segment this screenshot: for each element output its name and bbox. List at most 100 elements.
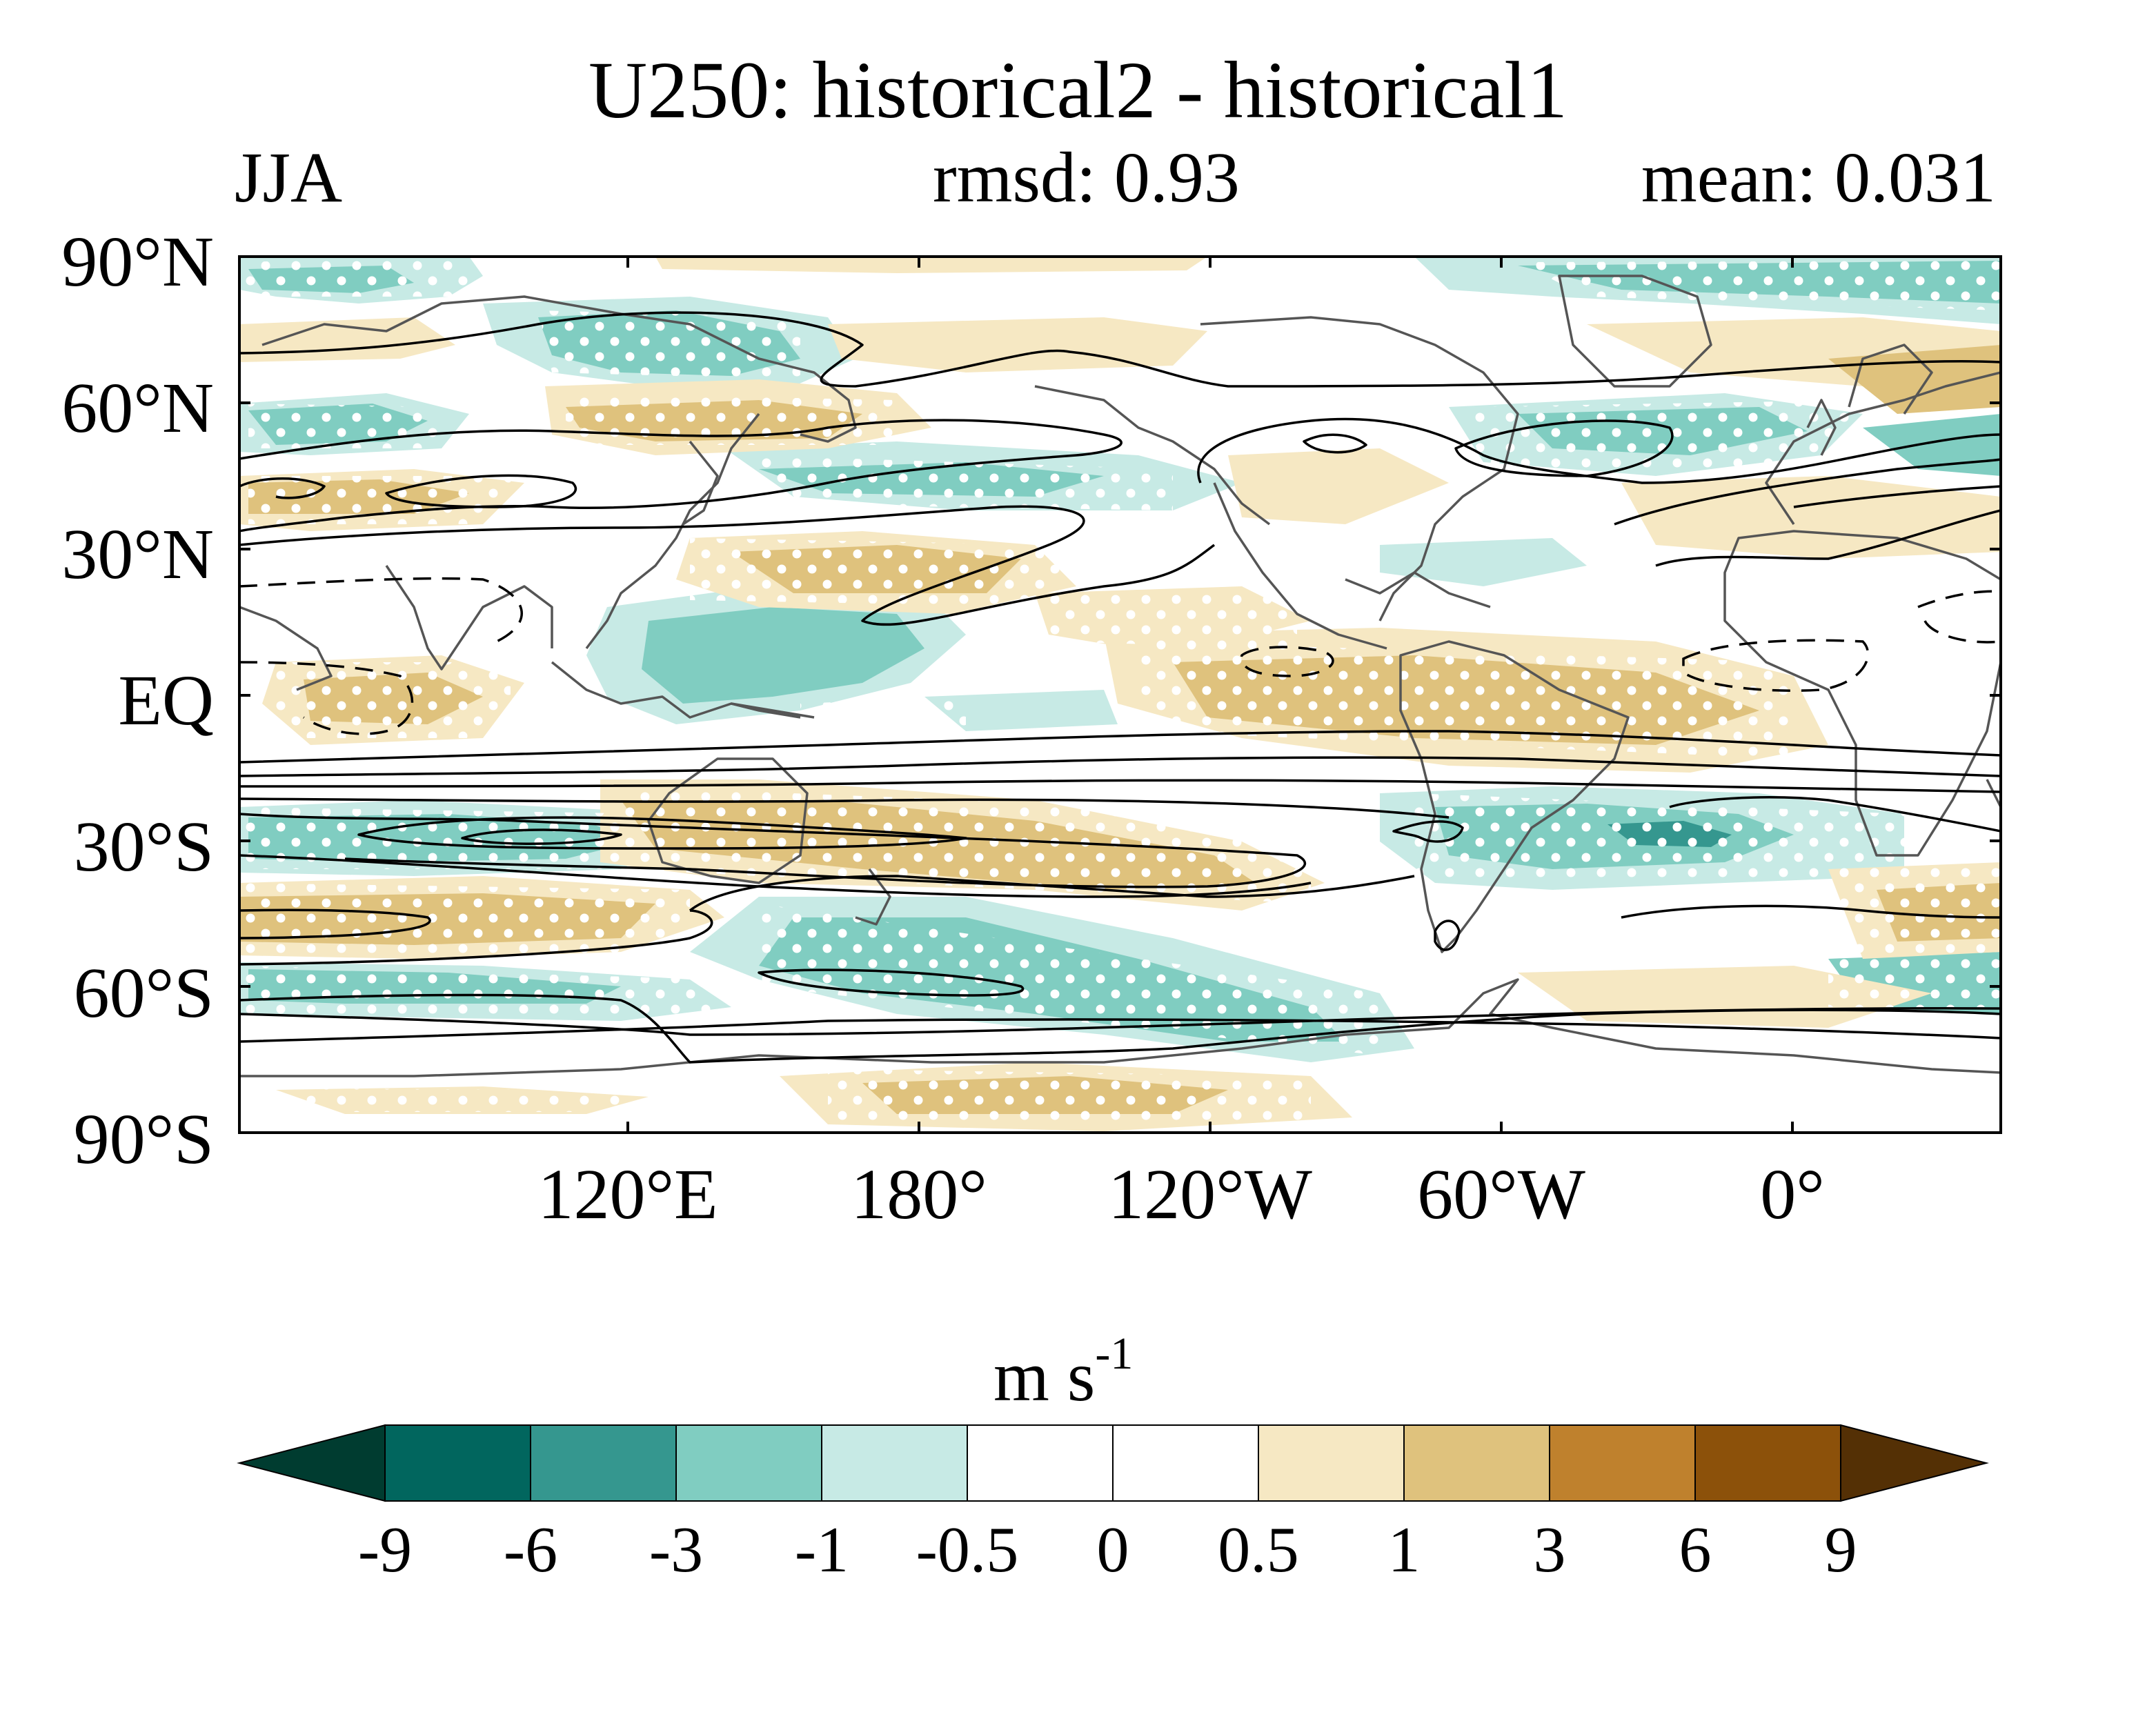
colorbar-label-5: 0 — [1096, 1514, 1129, 1586]
colorbar-swatch-3 — [821, 1424, 968, 1502]
colorbar-under-triangle — [237, 1424, 386, 1502]
y-tick-60s: 60°S — [73, 953, 214, 1033]
coast-south-america — [1399, 640, 1630, 953]
stipple-region — [276, 1088, 621, 1112]
y-tick-90s: 90°S — [73, 1100, 214, 1179]
coast-gulf — [1345, 571, 1491, 608]
coast-indonesia — [551, 661, 801, 719]
contour-line — [1621, 904, 2001, 919]
contour-line — [239, 797, 1450, 819]
coast-madagascar — [1986, 779, 2001, 808]
contour-line — [239, 779, 2001, 793]
colorbar-label-8: 3 — [1533, 1514, 1566, 1586]
x-tick-120e: 120°E — [537, 1155, 718, 1234]
contour-line — [1197, 417, 2001, 484]
stipple-region — [745, 455, 1173, 510]
colorbar-swatch-9 — [1694, 1424, 1841, 1502]
colorbar-label-6: 0.5 — [1218, 1514, 1299, 1586]
contour-line — [1303, 433, 1367, 454]
pos-na-45n — [1228, 448, 1449, 524]
coast-africa — [1723, 530, 2001, 857]
coast-britain — [1806, 399, 1837, 456]
stipple-region — [1138, 642, 1794, 759]
contour-line — [1392, 820, 1464, 843]
neg-atlantic-30n — [1380, 538, 1587, 586]
colorbar-label-4: -0.5 — [916, 1514, 1019, 1586]
x-tick-180: 180° — [851, 1155, 987, 1234]
stipple-region — [566, 393, 897, 445]
stipple-region — [800, 697, 966, 731]
dashed-contour — [1682, 639, 1870, 692]
contour-line — [1793, 485, 2001, 508]
stipple-region — [538, 310, 800, 379]
y-tick-30s: 30°S — [73, 807, 214, 886]
stipple-region — [690, 538, 1062, 607]
colorbar-swatch-7 — [1403, 1424, 1550, 1502]
coast-australia — [647, 757, 809, 884]
colorbar-swatch-2 — [675, 1424, 822, 1502]
contour-line — [461, 828, 622, 845]
pos-arctic-top — [655, 257, 1207, 273]
stipple-region — [1828, 862, 2001, 1007]
coast-greenland — [1558, 275, 1712, 388]
coast-japan — [682, 440, 719, 526]
contour-line — [1614, 458, 2001, 526]
colorbar-label-10: 9 — [1824, 1514, 1857, 1586]
stipple-region — [1414, 793, 1904, 883]
contour-line — [689, 875, 1415, 912]
contour-line — [239, 908, 431, 939]
map-panel — [239, 257, 2001, 1133]
colorbar — [237, 1424, 1989, 1502]
colorbar-label-1: -6 — [503, 1514, 558, 1586]
colorbar-label-0: -9 — [357, 1514, 413, 1586]
dashed-contour — [239, 661, 414, 735]
stipple-region — [759, 904, 1380, 1055]
y-tick-90n: 90°N — [61, 222, 214, 301]
contour-line — [1454, 419, 1674, 477]
contour-line — [239, 756, 2001, 777]
colorbar-swatch-8 — [1549, 1424, 1696, 1502]
contour-line — [239, 909, 713, 966]
units-label: m s-1 — [993, 1331, 1133, 1413]
neg-warm-pool — [642, 607, 924, 704]
dashed-contour — [1923, 620, 2001, 644]
contour-line — [758, 968, 1025, 997]
contour-line — [239, 1018, 2001, 1043]
y-tick-60n: 60°N — [61, 368, 214, 448]
colorbar-swatch-5 — [1112, 1424, 1259, 1502]
colorbar-label-7: 1 — [1387, 1514, 1421, 1586]
coast-alaska — [1034, 385, 1271, 526]
contour-line — [1669, 796, 2001, 833]
season-label: JJA — [235, 138, 343, 217]
colorbar-over-triangle — [1840, 1424, 1989, 1502]
contour-line — [239, 854, 1312, 898]
stipple-region — [1518, 261, 2001, 310]
colorbar-swatch-0 — [384, 1424, 531, 1502]
colorbar-label-9: 6 — [1679, 1514, 1712, 1586]
significance-stippling — [239, 257, 2001, 1124]
mean-label: mean: 0.031 — [1641, 138, 1996, 217]
colorbar-swatch-1 — [530, 1424, 677, 1502]
neg-central-pacific-eq — [924, 690, 1118, 731]
stipple-region — [1463, 400, 1863, 469]
coast-asia-east — [585, 412, 760, 650]
colorbar-label-2: -3 — [649, 1514, 704, 1586]
x-tick-0: 0° — [1760, 1155, 1825, 1234]
contour-line — [239, 311, 2001, 388]
stipple-region — [248, 476, 511, 524]
figure-title: U250: historical2 - historical1 — [589, 45, 1567, 135]
dashed-contour — [1917, 590, 2001, 608]
neg-east-50n — [1863, 414, 2001, 476]
contour-line — [239, 505, 1216, 626]
contour-line — [239, 1006, 2001, 1036]
coast-new-zealand — [855, 868, 891, 926]
stipple-region — [828, 1069, 1311, 1124]
contour-line — [239, 813, 1307, 888]
coast-north-america-west — [1213, 482, 1387, 650]
dashed-contour — [239, 577, 523, 643]
coast-scandinavia — [1848, 344, 1933, 415]
tick-marks — [239, 257, 2001, 1133]
coast-antarctica — [239, 978, 2001, 1077]
contour-line — [357, 816, 967, 850]
